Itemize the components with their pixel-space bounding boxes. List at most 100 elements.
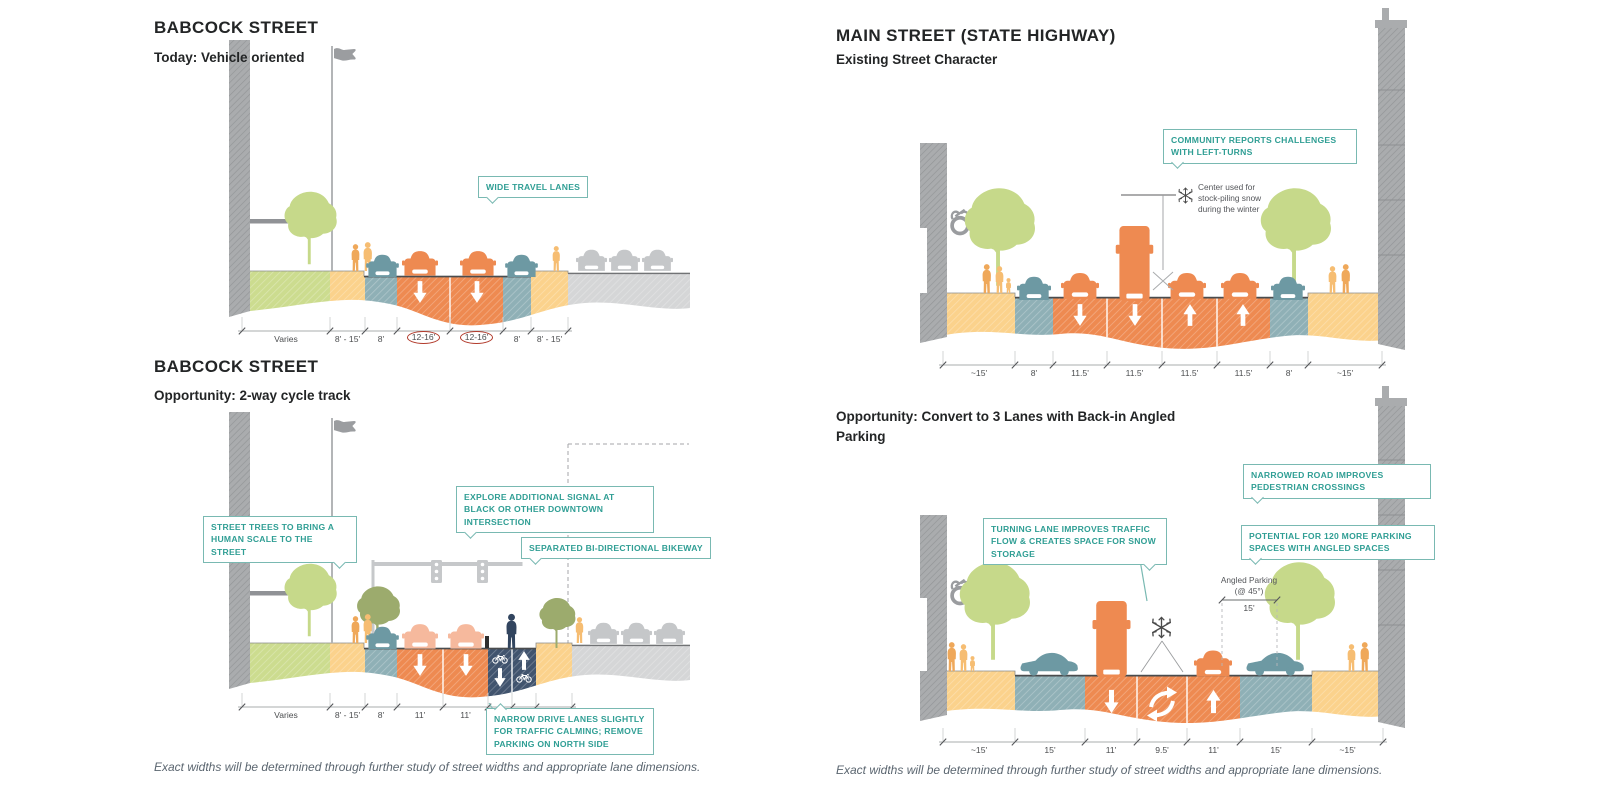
- callout-wide-travel-lanes: WIDE TRAVEL LANES: [478, 176, 589, 199]
- street-tree: [284, 191, 337, 265]
- truck: [1092, 601, 1131, 677]
- dimension-label: 11': [460, 710, 471, 720]
- dimension-label: 8': [513, 334, 521, 344]
- street-tree: [1260, 188, 1331, 286]
- dimension-label: 8' - 15': [536, 334, 563, 344]
- building-left: [920, 143, 971, 343]
- awning-bar: [250, 219, 297, 224]
- child-pedestrian: [1006, 278, 1011, 293]
- snowflake-icon: [1178, 187, 1193, 204]
- travel-lane-car: [1194, 650, 1232, 677]
- dimension-line: [238, 693, 576, 711]
- dimension-label: 11.5': [1234, 368, 1253, 378]
- callout-parking-potential: POTENTIAL FOR 120 MORE PARKING SPACES WI…: [1241, 525, 1435, 560]
- panel-title-babcock-today: BABCOCK STREET: [154, 18, 319, 37]
- dimension-label: 11.5': [1180, 368, 1199, 378]
- truck: [1115, 226, 1154, 301]
- dimension-label: 11': [1208, 745, 1219, 755]
- callout-leader: [1139, 559, 1148, 602]
- flagpole: [331, 46, 356, 271]
- angled-parked-car: [1246, 652, 1304, 676]
- callout-narrowed-road: NARROWED ROAD IMPROVES PEDESTRIAN CROSSI…: [1243, 464, 1431, 499]
- callout-narrow-lanes: NARROW DRIVE LANES SLIGHTLY FOR TRAFFIC …: [486, 708, 654, 756]
- travel-lane-car: [1061, 272, 1099, 299]
- pedestrian: [351, 244, 360, 271]
- pedestrian: [982, 264, 991, 293]
- travel-lane-car: [448, 624, 484, 649]
- ground-section: [940, 671, 1385, 723]
- callout-street-trees: STREET TREES TO BRING A HUMAN SCALE TO T…: [203, 516, 357, 564]
- dimension-label: 8' - 15': [334, 710, 361, 720]
- dimension-label: 8' - 15': [334, 334, 361, 344]
- pedestrian: [1360, 642, 1369, 671]
- building-left: [920, 515, 971, 721]
- dimension-line: [939, 728, 1387, 746]
- pedestrian: [1328, 266, 1337, 293]
- pedestrian: [959, 644, 968, 671]
- snowflake-icon: [1152, 616, 1171, 639]
- footer-note-left: Exact widths will be determined through …: [154, 760, 701, 774]
- travel-lane-car: [402, 624, 438, 649]
- dimension-label: 8': [377, 710, 385, 720]
- angled-parking-dimension: [1218, 596, 1281, 668]
- dimension-label: ~15': [1336, 368, 1354, 378]
- dimension-label: 9.5': [1155, 745, 1169, 755]
- dimension-label: 11.5': [1125, 368, 1144, 378]
- travel-lane-car: [1221, 272, 1259, 299]
- building-right: [1375, 8, 1407, 350]
- panel-title-babcock-opportunity: BABCOCK STREET: [154, 357, 319, 376]
- child-pedestrian: [970, 656, 975, 671]
- parked-car: [505, 254, 538, 277]
- travel-lane-car: [402, 251, 438, 276]
- snow-storage-note: Center used for stock-piling snow during…: [1198, 182, 1262, 214]
- dimension-label: Varies: [274, 710, 298, 720]
- callout-separated-bikeway: SEPARATED BI-DIRECTIONAL BIKEWAY: [521, 537, 711, 560]
- dimension-label: 11': [414, 710, 426, 720]
- awning-bar: [250, 591, 297, 596]
- callout-turning-lane: TURNING LANE IMPROVES TRAFFIC FLOW & CRE…: [983, 518, 1167, 566]
- snow-annotation-leader: [1121, 194, 1176, 291]
- dimension-label: 8': [1285, 368, 1293, 378]
- callout-explore-signal: EXPLORE ADDITIONAL SIGNAL AT BLACK OR OT…: [456, 486, 654, 534]
- street-tree: [284, 563, 337, 637]
- building-left: [229, 40, 297, 317]
- travel-lane-car: [1168, 272, 1206, 299]
- panel-title-main-existing: MAIN STREET (STATE HIGHWAY): [836, 26, 1116, 45]
- parking-lot-car: [621, 622, 652, 644]
- flag-icon: [334, 48, 356, 61]
- dimension-label: 8': [377, 334, 385, 344]
- pedestrian: [947, 642, 956, 671]
- pedestrian: [552, 246, 560, 271]
- dimension-line: [238, 317, 572, 335]
- panel-subtitle-babcock-opportunity: Opportunity: 2-way cycle track: [154, 388, 351, 403]
- bollard: [485, 636, 489, 648]
- dimension-label: 11.5': [1071, 368, 1089, 378]
- sidewalk-edge-line: [238, 642, 690, 649]
- circled-dimension-label: 12-16': [450, 331, 503, 344]
- angled-parking-width: 15': [1243, 603, 1255, 613]
- street-tree: [959, 562, 1030, 660]
- parked-car: [1017, 276, 1051, 300]
- parking-lot-car: [588, 622, 619, 644]
- travel-lane-car: [460, 251, 496, 276]
- dimension-label: Varies: [274, 334, 298, 344]
- street-tree-olive: [539, 598, 576, 648]
- flag-icon: [334, 420, 356, 433]
- pedestrian: [1341, 264, 1350, 293]
- panel-subtitle-babcock-today: Today: Vehicle oriented: [154, 50, 305, 65]
- dimension-label: 15': [1044, 745, 1056, 755]
- dimension-line: [939, 351, 1386, 369]
- panel-title-main-opportunity: Opportunity: Convert to 3 Lanes with Bac…: [836, 409, 1176, 445]
- snow-storage-annotation: [1140, 616, 1184, 673]
- dimension-label: 11': [1105, 745, 1117, 755]
- dimension-text: 12-16': [411, 332, 436, 342]
- parking-lot-car: [654, 622, 685, 644]
- pedestrian: [575, 617, 584, 643]
- dimension-label: ~15': [970, 368, 988, 378]
- parked-car: [1271, 276, 1305, 300]
- footer-note-right: Exact widths will be determined through …: [836, 763, 1383, 777]
- parking-lot-car: [642, 249, 673, 271]
- signal-head-icon: [477, 560, 488, 583]
- circled-dimension-label: 12-16': [397, 331, 450, 344]
